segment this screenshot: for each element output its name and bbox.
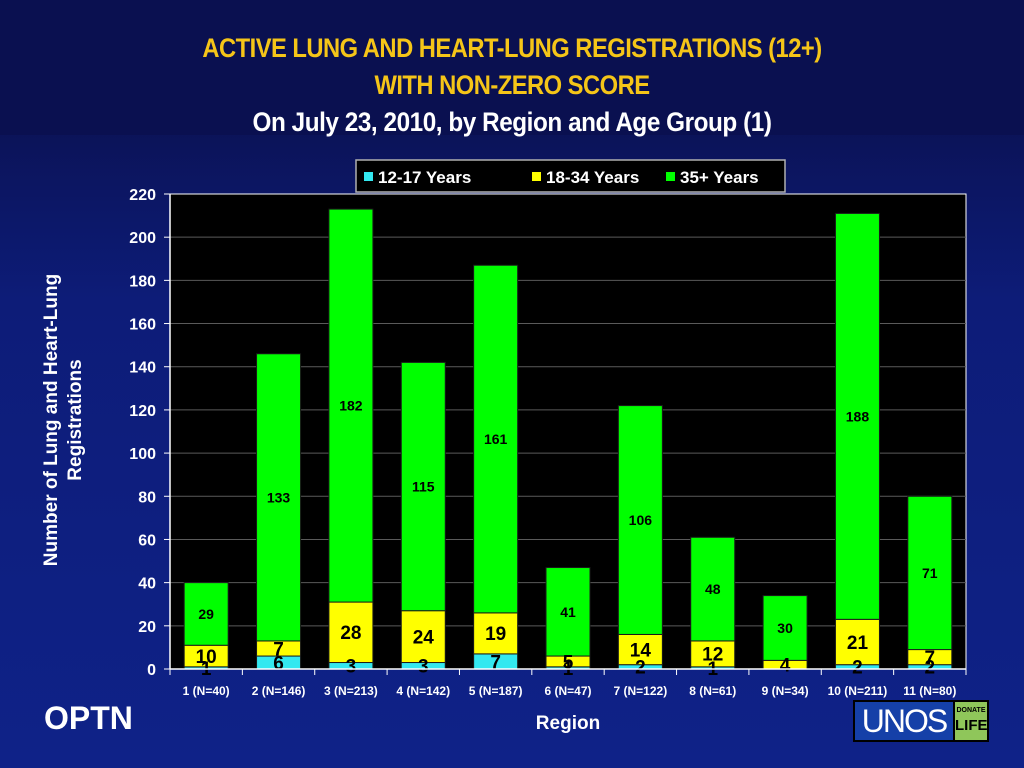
bar-segment-18-34-years <box>328 601 374 664</box>
legend-swatch <box>532 172 541 181</box>
gridlines <box>170 236 966 627</box>
data-label: 12 <box>702 645 723 666</box>
bar-segment-35-years <box>834 212 880 620</box>
bar-segment-35-years <box>545 567 591 657</box>
data-label: 7 <box>925 648 936 669</box>
x-tick-label: 1 (N=40) <box>183 684 230 698</box>
y-axis-label: Number of Lung and Heart-Lung Registratio… <box>41 274 86 566</box>
data-label: 115 <box>412 479 435 495</box>
data-label: 106 <box>629 512 653 528</box>
chart-title-line-2: WITH NON-ZERO SCORE <box>374 70 650 100</box>
data-label: 2 <box>925 658 936 679</box>
x-tick-label: 4 (N=142) <box>396 684 450 698</box>
y-tick-label: 20 <box>138 619 156 636</box>
unos-donate-life-logo: UNOS DONATE LIFE <box>853 700 989 742</box>
data-label: 7 <box>273 639 284 660</box>
life-text: LIFE <box>955 717 988 734</box>
bar-segment-35-years <box>256 353 302 642</box>
x-tick-label: 5 (N=187) <box>469 684 523 698</box>
data-label: 14 <box>630 640 652 661</box>
bar-segment-35-years <box>183 582 229 646</box>
y-tick-label: 200 <box>129 230 156 247</box>
x-tick-label: 10 (N=211) <box>828 684 888 698</box>
data-label: 30 <box>777 620 793 636</box>
legend-label: 18-34 Years <box>546 168 639 187</box>
data-label: 5 <box>563 652 574 673</box>
data-label: 4 <box>780 656 791 677</box>
x-tick-label: 9 (N=34) <box>762 684 809 698</box>
data-label: 21 <box>847 633 869 654</box>
y-tick-label: 160 <box>129 317 156 334</box>
y-tick-label: 100 <box>129 446 156 463</box>
bar-segment-35-years <box>762 595 808 661</box>
bar-segment-18-34-years <box>690 640 736 668</box>
x-axis-label: Region <box>536 713 600 734</box>
bar-segment-35-years <box>328 208 374 603</box>
unos-logo-text: UNOS <box>855 702 953 740</box>
data-label: 29 <box>198 606 214 622</box>
bars <box>183 208 953 670</box>
bar-segment-35-years <box>400 361 446 612</box>
x-tick-label: 3 (N=213) <box>324 684 378 698</box>
y-tick-label: 60 <box>138 532 156 549</box>
legend-swatch <box>666 172 675 181</box>
data-label: 10 <box>196 647 217 668</box>
data-label: 3 <box>418 657 429 678</box>
legend-label: 35+ Years <box>680 168 759 187</box>
chart-title-line-1: ACTIVE LUNG AND HEART-LUNG REGISTRATIONS… <box>202 33 822 63</box>
bar-segment-35-years <box>617 405 663 635</box>
y-tick-label: 120 <box>129 403 156 420</box>
x-tick-label: 7 (N=122) <box>614 684 668 698</box>
data-label: 19 <box>485 624 506 645</box>
legend-box <box>355 159 786 193</box>
y-axis-label-line-2: Registrations <box>65 359 86 480</box>
data-label: 188 <box>846 408 870 424</box>
bar-segment-35-years <box>690 536 736 642</box>
data-label: 6 <box>273 653 284 674</box>
optn-logo: OPTN <box>44 700 133 736</box>
y-tick-label: 140 <box>129 360 156 377</box>
data-label: 2 <box>852 658 863 679</box>
data-label: 48 <box>705 581 721 597</box>
y-tick-label: 40 <box>138 576 156 593</box>
x-tick-label: 8 (N=61) <box>689 684 736 698</box>
title-band <box>0 0 1024 135</box>
bar-segment-18-34-years <box>400 610 446 664</box>
data-label: 161 <box>484 431 508 447</box>
data-label: 133 <box>267 489 291 505</box>
data-label: 3 <box>346 657 357 678</box>
data-label: 182 <box>339 398 363 414</box>
legend: 12-17 Years 18-34 Years 35+ Years <box>355 159 786 193</box>
legend-label: 12-17 Years <box>378 168 471 187</box>
data-label: 7 <box>490 652 501 673</box>
y-tick-label: 80 <box>138 489 156 506</box>
donate-text: DONATE <box>956 707 986 714</box>
y-axis-label-line-1: Number of Lung and Heart-Lung <box>41 274 62 566</box>
data-label: 41 <box>560 604 576 620</box>
y-tick-label: 220 <box>129 187 156 204</box>
x-tick-label: 6 (N=47) <box>544 684 591 698</box>
data-labels: 1102967133328182324115719161154121410611… <box>196 398 938 680</box>
legend-swatch <box>364 172 373 181</box>
data-label: 28 <box>340 623 361 644</box>
y-tick-label: 0 <box>147 662 156 679</box>
y-tick-label: 180 <box>129 273 156 290</box>
bar-segment-18-34-years <box>834 618 880 666</box>
x-tick-label: 2 (N=146) <box>252 684 306 698</box>
data-label: 71 <box>922 565 938 581</box>
donate-life-badge: DONATE LIFE <box>955 702 988 740</box>
x-tick-label: 11 (N=80) <box>903 684 956 698</box>
bar-segment-35-years <box>473 264 519 614</box>
axes: 0 20 40 60 80 100 120 140 160 180 200 220 1 (N=40) 2 … <box>129 187 967 698</box>
data-label: 2 <box>635 658 646 679</box>
data-label: 24 <box>413 627 435 648</box>
bar-segment-18-34-years <box>473 612 519 655</box>
chart-subtitle: On July 23, 2010, by Region and Age Grou… <box>252 107 772 137</box>
bar-segment-35-years <box>907 495 953 651</box>
